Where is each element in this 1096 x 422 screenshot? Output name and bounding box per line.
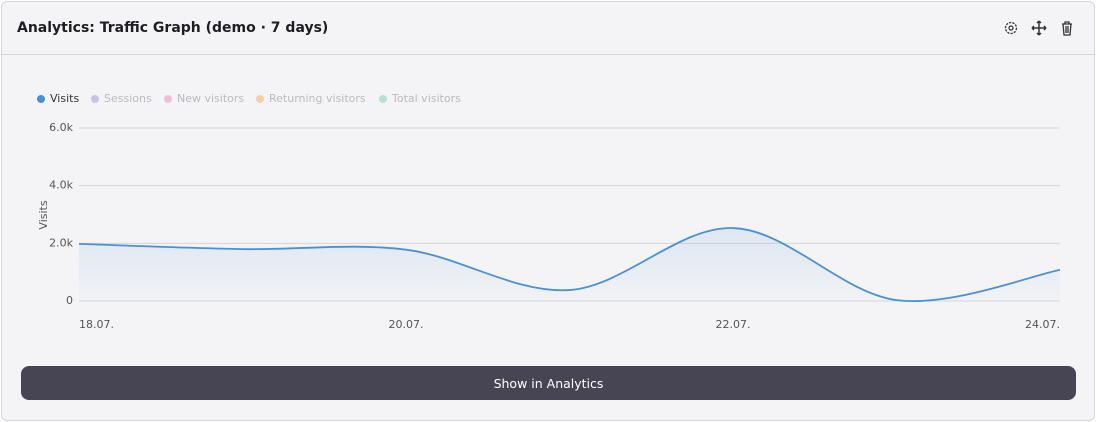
chart: Visits 0 2.0k 4.0k 6.0k 18.07. 20.07. 22.07. 24… (37, 92, 1061, 331)
y-tick-label: 2.0k (49, 236, 73, 249)
y-tick-label: 6.0k (49, 121, 73, 134)
legend-label[interactable]: Total visitors (391, 92, 461, 105)
legend-marker[interactable] (164, 95, 172, 103)
legend-marker[interactable] (37, 95, 45, 103)
x-tick-label: 18.07. (79, 318, 114, 331)
legend-marker[interactable] (256, 95, 264, 103)
legend-marker[interactable] (91, 95, 99, 103)
show-in-analytics-button[interactable]: Show in Analytics (21, 366, 1076, 400)
y-tick-label: 0 (66, 294, 73, 307)
settings-icon[interactable] (1003, 20, 1019, 36)
x-tick-label: 20.07. (389, 318, 424, 331)
y-axis-label: Visits (37, 200, 50, 229)
x-tick-label: 24.07. (1025, 318, 1060, 331)
legend-label[interactable]: Returning visitors (269, 92, 366, 105)
legend-label[interactable]: New visitors (177, 92, 244, 105)
legend-label[interactable]: Visits (50, 92, 79, 105)
line (78, 227, 1061, 302)
area (79, 228, 1060, 302)
widget-header: Analytics: Traffic Graph (demo · 7 days) (2, 2, 1094, 55)
y-tick-label: 4.0k (49, 179, 73, 192)
legend-label[interactable]: Sessions (104, 92, 152, 105)
legend-marker[interactable] (379, 95, 387, 103)
widget-title: Analytics: Traffic Graph (demo · 7 days) (17, 20, 329, 36)
x-tick-label: 22.07. (716, 318, 751, 331)
move-icon[interactable] (1031, 20, 1047, 36)
delete-icon[interactable] (1059, 20, 1075, 36)
